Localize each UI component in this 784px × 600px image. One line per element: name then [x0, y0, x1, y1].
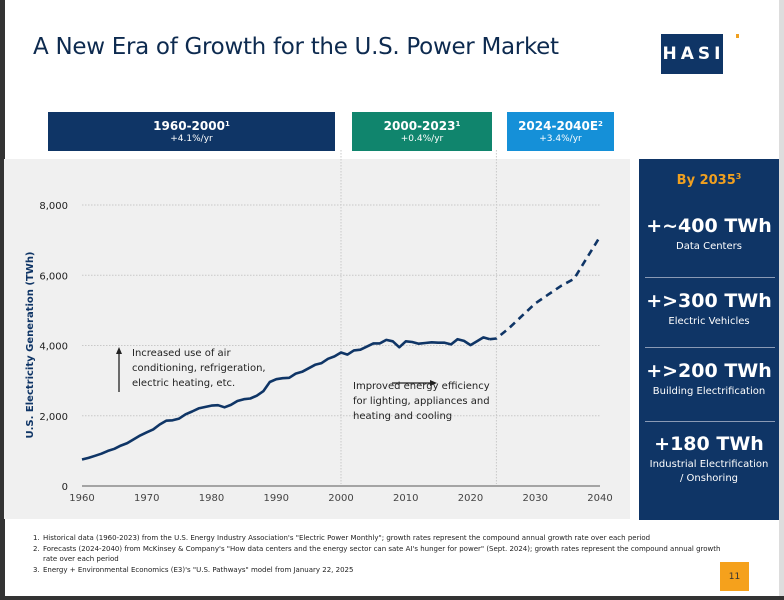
annotation-improved-efficiency: Improved energy efficiency for lighting,… — [353, 381, 490, 422]
sidebar-item-industrial-electrification: +180 TWh Industrial Electrification / On… — [649, 433, 769, 484]
y-tick-labels: 0 2,000 4,000 6,000 8,000 — [39, 201, 68, 493]
x-tick-label: 1970 — [134, 493, 159, 504]
x-tick-label: 1990 — [264, 493, 289, 504]
y-axis-label: U.S. Electricity Generation (TWh) — [25, 251, 36, 438]
window-frame-bottom — [0, 596, 784, 600]
footnote-1: 1. Historical data (1960-2023) from the U… — [33, 534, 651, 542]
x-tick-label: 2010 — [393, 493, 418, 504]
logo-accent-dot — [736, 34, 739, 38]
window-frame-left — [0, 0, 5, 600]
footnotes: 1. Historical data (1960-2023) from the U… — [33, 533, 723, 575]
sidebar-divider — [645, 421, 775, 422]
y-tick-label: 2,000 — [39, 412, 68, 423]
period-title: 2024-2040E2 — [518, 118, 603, 133]
annotation-arrows — [116, 347, 437, 392]
period-title: 2000-20231 — [383, 118, 461, 133]
series-line-historical — [81, 336, 491, 461]
series-line-forecast — [489, 235, 602, 341]
period-1960-2000: 1960-20001 +4.1%/yr — [48, 112, 335, 151]
period-2024-2040e: 2024-2040E2 +3.4%/yr — [507, 112, 614, 151]
footnote-2: 2. Forecasts (2024-2040) from McKinsey & … — [33, 544, 721, 564]
period-2000-2023: 2000-20231 +0.4%/yr — [352, 112, 492, 151]
period-dividers — [340, 150, 497, 484]
sidebar-heading: By 20353 — [676, 172, 742, 189]
window-frame-right — [779, 0, 784, 600]
sidebar-divider — [645, 277, 775, 278]
sidebar-divider — [645, 347, 775, 348]
x-tick-label: 1980 — [199, 493, 224, 504]
up-arrow-head — [116, 347, 122, 354]
period-rate: +0.4%/yr — [400, 133, 444, 144]
period-title: 1960-20001 — [153, 118, 230, 133]
y-tick-label: 0 — [62, 482, 68, 493]
sidebar-item-building-electrification: +>200 TWh Building Electrification — [646, 360, 772, 397]
y-tick-label: 6,000 — [39, 271, 68, 282]
annotation-increased-use: Increased use of air conditioning, refri… — [132, 348, 266, 389]
page-number: 11 — [720, 562, 749, 591]
footnote-3: 3. Energy + Environmental Economics (E3)'… — [33, 565, 354, 574]
sidebar-item-data-centers: +~400 TWh Data Centers — [646, 215, 772, 252]
chart-background — [4, 159, 630, 519]
x-tick-label: 2020 — [458, 493, 483, 504]
y-tick-label: 4,000 — [39, 342, 68, 353]
period-rate: +3.4%/yr — [539, 133, 582, 144]
series-lines — [81, 235, 602, 461]
period-rate: +4.1%/yr — [170, 133, 213, 144]
y-tick-label: 8,000 — [39, 201, 68, 212]
x-tick-label: 2040 — [587, 493, 612, 504]
sidebar-item-electric-vehicles: +>300 TWh Electric Vehicles — [646, 290, 772, 327]
x-tick-labels: 1960 1970 1980 1990 2000 2010 2020 2030 2040 — [69, 493, 612, 504]
x-tick-label: 1960 — [69, 493, 94, 504]
x-tick-label: 2030 — [523, 493, 548, 504]
hasi-logo: HASI — [661, 34, 723, 74]
x-tick-label: 2000 — [328, 493, 353, 504]
page-title: A New Era of Growth for the U.S. Power M… — [33, 34, 559, 60]
right-arrow-head — [430, 380, 437, 386]
by-2035-sidebar: By 20353 +~400 TWh Data Centers +>300 TW… — [639, 159, 779, 520]
